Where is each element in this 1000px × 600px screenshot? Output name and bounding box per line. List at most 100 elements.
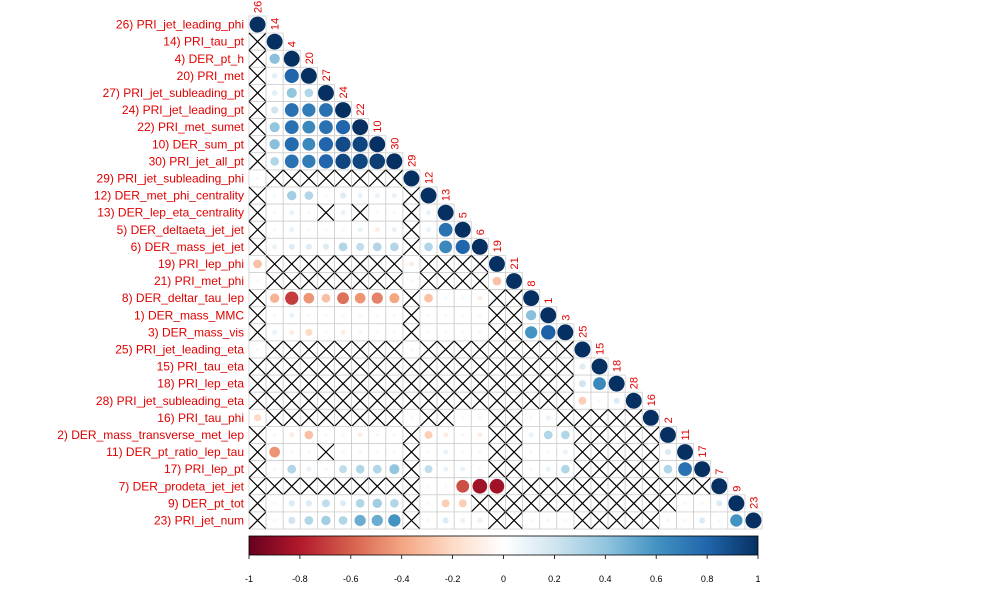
insignificant-cross <box>316 254 335 273</box>
column-label: 28 <box>629 377 641 389</box>
insignificant-cross <box>539 494 558 513</box>
correlation-circle <box>302 154 316 169</box>
correlation-circle <box>388 514 401 527</box>
insignificant-cross <box>693 477 712 496</box>
correlation-circle <box>352 136 368 152</box>
correlation-circle <box>545 415 551 421</box>
insignificant-cross <box>487 408 506 427</box>
correlation-circle <box>663 464 673 474</box>
insignificant-cross <box>436 272 455 291</box>
correlation-circle <box>255 176 260 181</box>
insignificant-cross <box>402 374 421 393</box>
insignificant-cross <box>385 169 404 188</box>
correlation-circle <box>478 313 482 318</box>
insignificant-cross <box>470 374 489 393</box>
insignificant-cross <box>505 357 524 376</box>
correlation-circle <box>318 154 334 169</box>
correlation-circle <box>355 498 365 508</box>
insignificant-cross <box>402 357 421 376</box>
correlation-circle <box>372 242 382 252</box>
correlation-circle <box>304 516 314 525</box>
insignificant-cross <box>334 477 353 496</box>
insignificant-cross <box>556 391 575 410</box>
insignificant-cross <box>505 323 524 342</box>
insignificant-cross <box>573 425 592 444</box>
correlation-circle <box>340 210 346 216</box>
correlation-circle <box>525 310 537 321</box>
correlation-circle <box>305 500 312 507</box>
correlation-circle <box>442 517 449 524</box>
insignificant-cross <box>402 511 421 530</box>
correlation-circle <box>307 313 311 318</box>
insignificant-cross <box>419 391 438 410</box>
insignificant-cross <box>453 254 472 273</box>
insignificant-cross <box>402 323 421 342</box>
correlation-circle <box>660 427 676 443</box>
correlation-circle <box>269 446 280 458</box>
correlation-circle <box>374 193 380 199</box>
insignificant-cross <box>248 203 267 222</box>
correlation-circle <box>455 239 470 254</box>
correlation-circle <box>357 193 363 199</box>
correlation-circle <box>253 414 262 422</box>
correlation-circle <box>358 313 362 318</box>
correlation-circle <box>284 103 299 117</box>
correlation-circle <box>506 273 522 289</box>
correlation-circle <box>426 210 432 216</box>
insignificant-cross <box>487 340 506 359</box>
correlation-circle <box>335 120 351 135</box>
row-label: 11) DER_pt_ratio_lep_tau <box>106 445 244 459</box>
column-label: 18 <box>612 360 624 372</box>
column-label: 29 <box>406 155 418 167</box>
correlation-circle <box>318 137 334 152</box>
correlation-circle <box>305 328 313 336</box>
insignificant-cross <box>351 357 370 376</box>
row-label: 13) DER_lep_eta_centrality <box>97 206 244 220</box>
correlation-circle <box>560 430 570 440</box>
correlation-circle <box>460 313 465 318</box>
insignificant-cross <box>299 254 318 273</box>
insignificant-cross <box>248 443 267 462</box>
correlation-circle <box>678 462 692 477</box>
correlation-circle <box>307 210 311 215</box>
correlation-circle <box>352 153 368 169</box>
correlation-circle <box>305 243 312 250</box>
column-label: 2 <box>663 417 675 423</box>
correlation-circle <box>694 461 711 478</box>
insignificant-cross <box>607 494 626 513</box>
correlation-circle <box>289 312 295 318</box>
correlation-circle <box>477 517 483 523</box>
insignificant-cross <box>453 340 472 359</box>
correlation-circle <box>426 501 431 506</box>
row-label: 22) PRI_met_sumet <box>137 120 244 134</box>
insignificant-cross <box>265 169 284 188</box>
correlation-circle <box>335 136 351 152</box>
insignificant-cross <box>351 254 370 273</box>
insignificant-cross <box>385 374 404 393</box>
insignificant-cross <box>248 118 267 137</box>
insignificant-cross <box>419 374 438 393</box>
insignificant-cross <box>505 511 524 530</box>
correlation-circle <box>272 244 278 250</box>
insignificant-cross <box>334 357 353 376</box>
correlation-circle <box>304 430 314 440</box>
correlation-circle <box>337 292 349 305</box>
correlation-circle <box>608 375 625 392</box>
correlation-circle <box>443 466 449 472</box>
correlation-circle <box>728 495 745 512</box>
column-label: 20 <box>304 52 316 64</box>
insignificant-cross <box>573 494 592 513</box>
insignificant-cross <box>334 340 353 359</box>
correlation-circle <box>478 450 482 454</box>
correlation-circle <box>389 293 400 304</box>
insignificant-cross <box>453 357 472 376</box>
insignificant-cross <box>487 494 506 513</box>
insignificant-cross <box>522 374 541 393</box>
insignificant-cross <box>573 477 592 496</box>
insignificant-cross <box>539 357 558 376</box>
correlation-circle <box>409 347 414 352</box>
correlation-circle <box>717 518 722 523</box>
correlation-circle <box>324 330 328 335</box>
colorbar-tick-label: -0.8 <box>292 574 308 584</box>
correlation-circle <box>524 326 538 339</box>
